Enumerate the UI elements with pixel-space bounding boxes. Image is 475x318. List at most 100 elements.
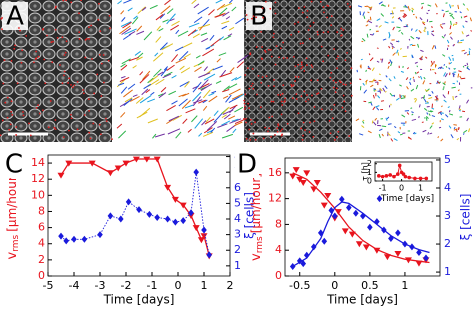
trajectory: [229, 104, 238, 110]
trajectory: [456, 137, 460, 141]
trajectory: [428, 113, 431, 116]
trajectory: [219, 7, 228, 15]
cell-marker: [294, 65, 297, 68]
trajectory: [442, 82, 446, 86]
trajectory: [466, 67, 470, 71]
cell-marker: [297, 112, 300, 115]
marker: [299, 180, 307, 187]
trajectory: [442, 13, 445, 18]
cell-marker: [297, 30, 300, 33]
trajectory: [139, 71, 144, 76]
trajectory: [399, 84, 402, 87]
trajectory: [193, 3, 200, 9]
y-tick-label: 10: [31, 188, 45, 201]
trajectory: [367, 65, 370, 69]
cell-marker: [332, 86, 335, 89]
cell-marker: [262, 137, 265, 140]
cell-marker: [254, 138, 257, 141]
marker: [377, 174, 381, 178]
cell-marker: [273, 32, 275, 35]
cell-marker: [104, 117, 107, 120]
cell-marker: [308, 37, 311, 40]
trajectory: [396, 49, 399, 54]
y-axis-label-sub: rms: [255, 236, 265, 253]
marker: [415, 260, 423, 267]
trajectory: [445, 10, 449, 13]
trajectory: [414, 132, 417, 135]
trajectory: [234, 117, 248, 125]
cell-marker: [63, 70, 66, 73]
marker: [395, 229, 401, 237]
trajectory: [210, 127, 216, 134]
cell-marker: [297, 76, 300, 78]
x-tick-label: -0.5: [289, 279, 310, 292]
trajectory: [403, 15, 407, 19]
trajectory: [470, 30, 473, 32]
cell-marker: [25, 34, 28, 37]
trajectory: [449, 13, 454, 17]
cell-marker: [88, 98, 90, 101]
trajectory: [231, 118, 239, 122]
cell-marker: [279, 47, 282, 50]
cell-marker: [243, 99, 246, 102]
trajectory: [133, 15, 138, 20]
trajectory: [385, 117, 388, 121]
panel-label: C: [5, 150, 23, 180]
trajectory: [380, 58, 382, 61]
trajectory: [407, 5, 410, 10]
trajectory: [457, 73, 460, 78]
trajectory: [453, 127, 456, 130]
trajectory: [117, 0, 123, 5]
trajectory: [431, 107, 435, 110]
trajectory: [155, 14, 164, 21]
trajectory: [367, 130, 372, 134]
cell-marker: [307, 98, 310, 101]
cell-marker: [28, 122, 30, 125]
label-box: [235, 150, 259, 178]
cell-marker: [19, 29, 22, 32]
trajectory: [411, 113, 414, 116]
marker: [296, 257, 303, 265]
cell-marker: [340, 27, 343, 30]
cell-marker: [294, 75, 297, 78]
cell-marker: [346, 52, 348, 54]
marker: [424, 176, 429, 181]
trajectory: [209, 34, 215, 41]
cell-marker: [270, 135, 272, 138]
trajectory: [431, 90, 434, 94]
trajectory: [439, 23, 442, 26]
cell-marker: [98, 53, 101, 56]
trajectory: [451, 86, 456, 89]
trajectory: [458, 108, 462, 111]
trajectory: [231, 77, 238, 82]
trajectory: [369, 16, 372, 21]
trajectory: [426, 100, 429, 103]
trajectory: [171, 20, 180, 27]
trajectory: [211, 90, 217, 94]
trajectory: [462, 25, 465, 28]
trajectory: [171, 54, 179, 63]
legend-marker: [376, 195, 383, 203]
cell-marker: [263, 49, 266, 52]
cell-marker: [54, 128, 57, 131]
cell-marker: [105, 120, 108, 122]
trajectory: [136, 30, 145, 35]
trajectory: [408, 9, 411, 12]
trajectory: [172, 114, 182, 121]
trajectory: [228, 26, 235, 31]
cell-marker: [274, 133, 276, 136]
trajectory: [389, 92, 393, 97]
cell-marker: [306, 94, 308, 96]
trajectory: [150, 91, 155, 96]
trajectory: [388, 61, 391, 64]
trajectory: [162, 19, 169, 23]
trajectory: [368, 53, 371, 56]
trajectory: [379, 87, 383, 92]
cell-marker: [63, 54, 66, 56]
cell-marker: [282, 41, 285, 44]
trajectory: [372, 94, 375, 99]
cell-marker: [344, 110, 347, 113]
trajectory: [117, 82, 125, 86]
trajectory: [161, 43, 174, 51]
